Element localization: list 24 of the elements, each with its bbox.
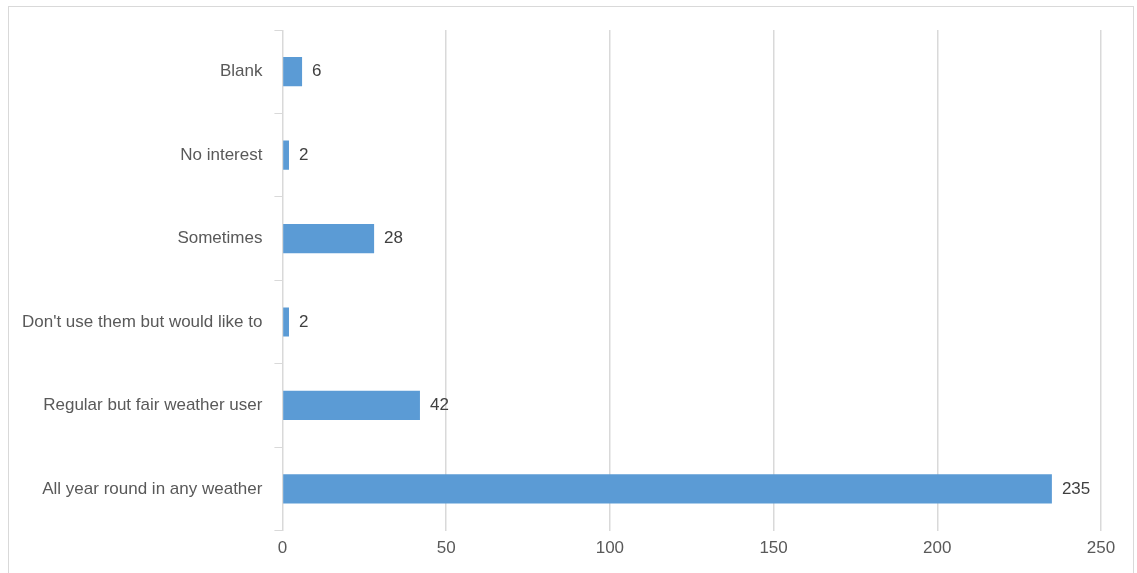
x-tick-label: 100 bbox=[595, 538, 625, 558]
y-tick-label: All year round in any weather bbox=[42, 478, 263, 498]
data-label: 2 bbox=[298, 311, 309, 331]
x-tick-label: 0 bbox=[277, 538, 288, 558]
y-tick-label: Regular but fair weather user bbox=[43, 395, 263, 415]
data-label: 28 bbox=[384, 228, 404, 248]
bar bbox=[283, 390, 420, 421]
bar bbox=[283, 474, 1052, 504]
data-label: 6 bbox=[312, 61, 322, 81]
bar bbox=[283, 307, 289, 337]
y-tick-label: Blank bbox=[219, 61, 263, 81]
bar bbox=[283, 223, 375, 254]
data-label: 42 bbox=[429, 395, 449, 415]
x-tick-label: 200 bbox=[923, 538, 952, 558]
bar bbox=[283, 57, 303, 87]
y-tick-label: No interest bbox=[180, 144, 263, 164]
y-tick-label: Don't use them but would like to bbox=[21, 311, 263, 331]
y-tick-label: Sometimes bbox=[177, 228, 263, 248]
x-tick-label: 50 bbox=[436, 538, 456, 558]
bar bbox=[283, 140, 289, 170]
x-tick-label: 150 bbox=[759, 538, 788, 558]
data-label: 235 bbox=[1061, 478, 1091, 498]
x-tick-label: 250 bbox=[1086, 538, 1116, 558]
data-label: 2 bbox=[298, 144, 309, 164]
